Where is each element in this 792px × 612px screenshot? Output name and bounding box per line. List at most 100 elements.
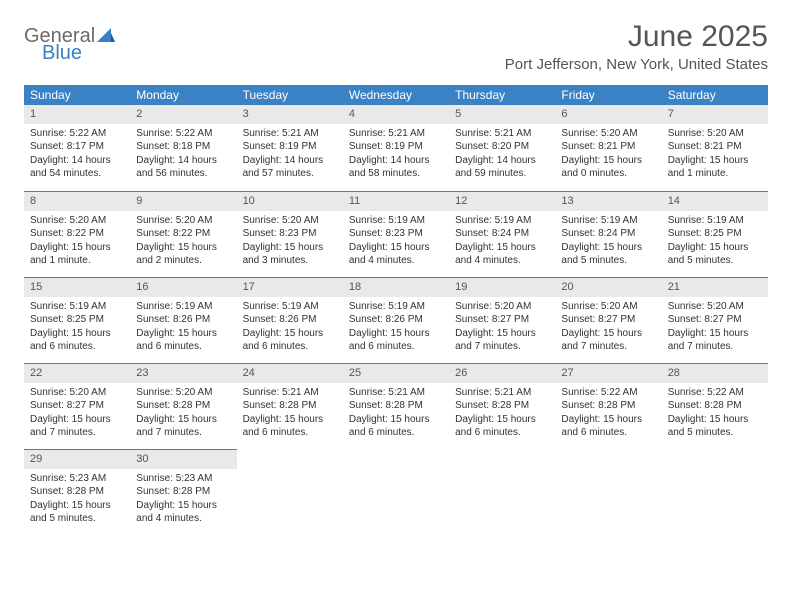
day-number: 15 bbox=[24, 277, 130, 297]
sunrise-text: Sunrise: 5:19 AM bbox=[349, 214, 443, 228]
calendar-day-cell bbox=[662, 449, 768, 535]
col-tuesday: Tuesday bbox=[237, 85, 343, 105]
day-number: 10 bbox=[237, 191, 343, 211]
location: Port Jefferson, New York, United States bbox=[505, 56, 768, 73]
sunset-text: Sunset: 8:23 PM bbox=[243, 227, 337, 241]
daylight-text: Daylight: 15 hours and 5 minutes. bbox=[561, 241, 655, 268]
daylight-text: Daylight: 14 hours and 54 minutes. bbox=[30, 154, 124, 181]
logo-sail-icon bbox=[97, 28, 115, 47]
calendar-day-cell: 15Sunrise: 5:19 AMSunset: 8:25 PMDayligh… bbox=[24, 277, 130, 363]
daylight-text: Daylight: 15 hours and 5 minutes. bbox=[668, 413, 762, 440]
sunrise-text: Sunrise: 5:23 AM bbox=[30, 472, 124, 486]
day-number: 18 bbox=[343, 277, 449, 297]
sunset-text: Sunset: 8:26 PM bbox=[243, 313, 337, 327]
day-number: 29 bbox=[24, 449, 130, 469]
sunset-text: Sunset: 8:26 PM bbox=[136, 313, 230, 327]
day-number: 30 bbox=[130, 449, 236, 469]
daylight-text: Daylight: 15 hours and 7 minutes. bbox=[136, 413, 230, 440]
day-body: Sunrise: 5:20 AMSunset: 8:21 PMDaylight:… bbox=[662, 124, 768, 187]
calendar-day-cell: 24Sunrise: 5:21 AMSunset: 8:28 PMDayligh… bbox=[237, 363, 343, 449]
daylight-text: Daylight: 15 hours and 7 minutes. bbox=[30, 413, 124, 440]
sunrise-text: Sunrise: 5:19 AM bbox=[243, 300, 337, 314]
sunset-text: Sunset: 8:22 PM bbox=[30, 227, 124, 241]
daylight-text: Daylight: 14 hours and 59 minutes. bbox=[455, 154, 549, 181]
day-number: 7 bbox=[662, 105, 768, 124]
calendar-day-cell: 22Sunrise: 5:20 AMSunset: 8:27 PMDayligh… bbox=[24, 363, 130, 449]
sunset-text: Sunset: 8:21 PM bbox=[668, 140, 762, 154]
daylight-text: Daylight: 15 hours and 7 minutes. bbox=[455, 327, 549, 354]
calendar-day-cell bbox=[343, 449, 449, 535]
calendar-day-cell: 29Sunrise: 5:23 AMSunset: 8:28 PMDayligh… bbox=[24, 449, 130, 535]
day-number: 11 bbox=[343, 191, 449, 211]
day-number: 4 bbox=[343, 105, 449, 124]
calendar-day-cell: 6Sunrise: 5:20 AMSunset: 8:21 PMDaylight… bbox=[555, 105, 661, 191]
sunrise-text: Sunrise: 5:19 AM bbox=[668, 214, 762, 228]
day-body: Sunrise: 5:21 AMSunset: 8:19 PMDaylight:… bbox=[343, 124, 449, 187]
calendar-day-cell: 14Sunrise: 5:19 AMSunset: 8:25 PMDayligh… bbox=[662, 191, 768, 277]
sunset-text: Sunset: 8:18 PM bbox=[136, 140, 230, 154]
day-number: 28 bbox=[662, 363, 768, 383]
sunset-text: Sunset: 8:25 PM bbox=[30, 313, 124, 327]
sunset-text: Sunset: 8:20 PM bbox=[455, 140, 549, 154]
calendar-day-cell: 16Sunrise: 5:19 AMSunset: 8:26 PMDayligh… bbox=[130, 277, 236, 363]
sunrise-text: Sunrise: 5:19 AM bbox=[136, 300, 230, 314]
daylight-text: Daylight: 15 hours and 1 minute. bbox=[668, 154, 762, 181]
daylight-text: Daylight: 15 hours and 6 minutes. bbox=[243, 413, 337, 440]
day-number: 17 bbox=[237, 277, 343, 297]
sunset-text: Sunset: 8:28 PM bbox=[136, 399, 230, 413]
day-number: 19 bbox=[449, 277, 555, 297]
sunrise-text: Sunrise: 5:20 AM bbox=[561, 127, 655, 141]
sunset-text: Sunset: 8:26 PM bbox=[349, 313, 443, 327]
day-number: 22 bbox=[24, 363, 130, 383]
calendar-day-cell: 20Sunrise: 5:20 AMSunset: 8:27 PMDayligh… bbox=[555, 277, 661, 363]
sunset-text: Sunset: 8:28 PM bbox=[349, 399, 443, 413]
day-body: Sunrise: 5:19 AMSunset: 8:24 PMDaylight:… bbox=[449, 211, 555, 274]
calendar-week-row: 15Sunrise: 5:19 AMSunset: 8:25 PMDayligh… bbox=[24, 277, 768, 363]
sunrise-text: Sunrise: 5:22 AM bbox=[136, 127, 230, 141]
daylight-text: Daylight: 15 hours and 6 minutes. bbox=[561, 413, 655, 440]
day-body: Sunrise: 5:21 AMSunset: 8:19 PMDaylight:… bbox=[237, 124, 343, 187]
day-body: Sunrise: 5:20 AMSunset: 8:23 PMDaylight:… bbox=[237, 211, 343, 274]
sunset-text: Sunset: 8:27 PM bbox=[455, 313, 549, 327]
sunset-text: Sunset: 8:25 PM bbox=[668, 227, 762, 241]
day-body: Sunrise: 5:19 AMSunset: 8:26 PMDaylight:… bbox=[237, 297, 343, 360]
calendar-day-cell bbox=[237, 449, 343, 535]
calendar-day-cell: 7Sunrise: 5:20 AMSunset: 8:21 PMDaylight… bbox=[662, 105, 768, 191]
sunrise-text: Sunrise: 5:22 AM bbox=[561, 386, 655, 400]
daylight-text: Daylight: 15 hours and 6 minutes. bbox=[455, 413, 549, 440]
daylight-text: Daylight: 15 hours and 4 minutes. bbox=[455, 241, 549, 268]
day-body: Sunrise: 5:20 AMSunset: 8:27 PMDaylight:… bbox=[24, 383, 130, 446]
day-number: 26 bbox=[449, 363, 555, 383]
calendar-day-cell: 25Sunrise: 5:21 AMSunset: 8:28 PMDayligh… bbox=[343, 363, 449, 449]
day-body: Sunrise: 5:20 AMSunset: 8:22 PMDaylight:… bbox=[24, 211, 130, 274]
sunset-text: Sunset: 8:17 PM bbox=[30, 140, 124, 154]
day-number: 3 bbox=[237, 105, 343, 124]
day-number: 13 bbox=[555, 191, 661, 211]
daylight-text: Daylight: 15 hours and 6 minutes. bbox=[30, 327, 124, 354]
day-body: Sunrise: 5:19 AMSunset: 8:26 PMDaylight:… bbox=[130, 297, 236, 360]
day-body: Sunrise: 5:23 AMSunset: 8:28 PMDaylight:… bbox=[130, 469, 236, 532]
calendar-day-cell bbox=[449, 449, 555, 535]
sunrise-text: Sunrise: 5:20 AM bbox=[30, 386, 124, 400]
col-wednesday: Wednesday bbox=[343, 85, 449, 105]
daylight-text: Daylight: 15 hours and 7 minutes. bbox=[668, 327, 762, 354]
day-body: Sunrise: 5:19 AMSunset: 8:23 PMDaylight:… bbox=[343, 211, 449, 274]
sunset-text: Sunset: 8:28 PM bbox=[243, 399, 337, 413]
day-number: 25 bbox=[343, 363, 449, 383]
day-body: Sunrise: 5:20 AMSunset: 8:27 PMDaylight:… bbox=[555, 297, 661, 360]
calendar-day-cell: 19Sunrise: 5:20 AMSunset: 8:27 PMDayligh… bbox=[449, 277, 555, 363]
day-number: 21 bbox=[662, 277, 768, 297]
logo-word2: Blue bbox=[42, 42, 82, 64]
daylight-text: Daylight: 14 hours and 58 minutes. bbox=[349, 154, 443, 181]
day-body: Sunrise: 5:21 AMSunset: 8:28 PMDaylight:… bbox=[449, 383, 555, 446]
calendar-day-cell: 4Sunrise: 5:21 AMSunset: 8:19 PMDaylight… bbox=[343, 105, 449, 191]
day-body: Sunrise: 5:21 AMSunset: 8:28 PMDaylight:… bbox=[343, 383, 449, 446]
day-number: 24 bbox=[237, 363, 343, 383]
sunset-text: Sunset: 8:23 PM bbox=[349, 227, 443, 241]
sunrise-text: Sunrise: 5:20 AM bbox=[668, 127, 762, 141]
daylight-text: Daylight: 15 hours and 6 minutes. bbox=[349, 413, 443, 440]
sunrise-text: Sunrise: 5:23 AM bbox=[136, 472, 230, 486]
sunrise-text: Sunrise: 5:19 AM bbox=[561, 214, 655, 228]
daylight-text: Daylight: 15 hours and 4 minutes. bbox=[349, 241, 443, 268]
calendar-day-cell: 12Sunrise: 5:19 AMSunset: 8:24 PMDayligh… bbox=[449, 191, 555, 277]
